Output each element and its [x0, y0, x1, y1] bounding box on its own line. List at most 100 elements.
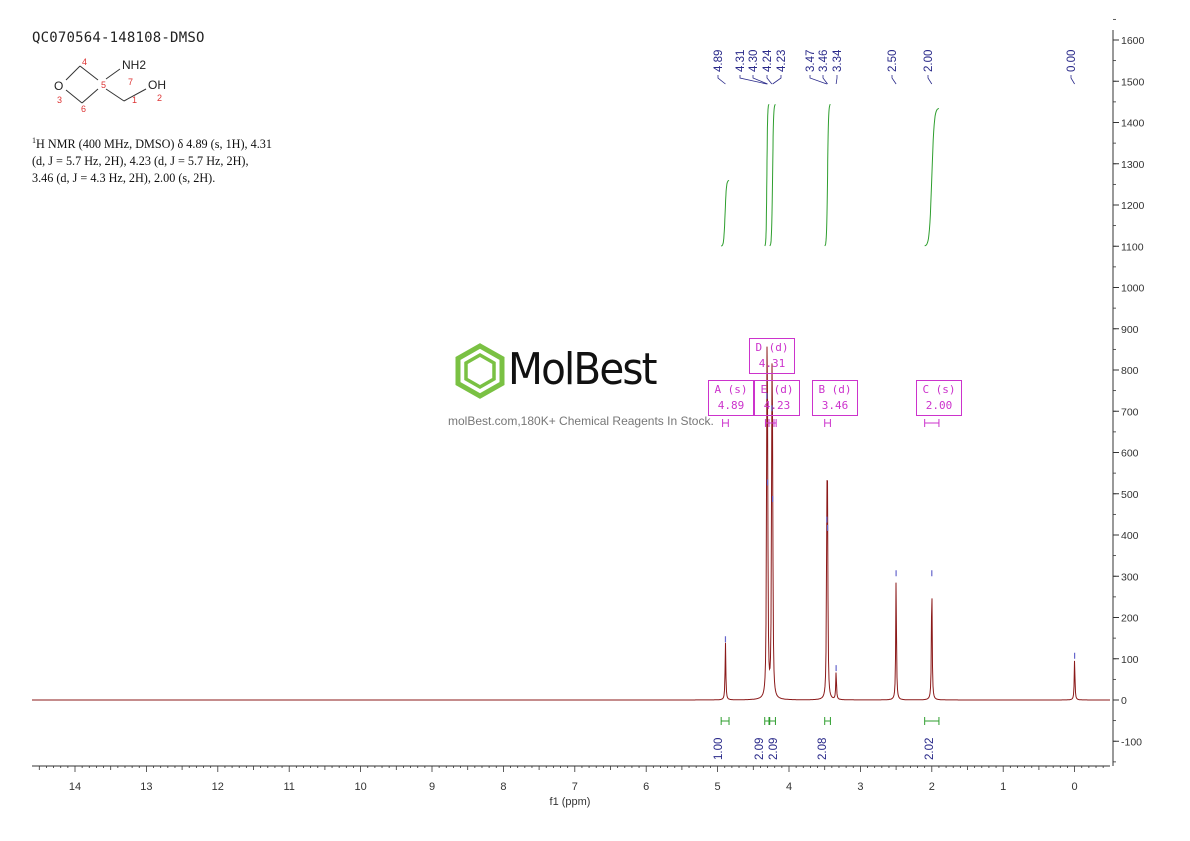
atom-hydroxyl: OH	[148, 78, 166, 92]
y-tick-label: 1000	[1121, 283, 1145, 295]
x-tick-label: 5	[715, 781, 721, 793]
multiplet-shift: 4.31	[758, 357, 786, 370]
peak-pick-leader	[927, 75, 933, 85]
multiplet-shift: 3.46	[821, 399, 849, 412]
watermark-tagline: molBest.com,180K+ Chemical Reagents In S…	[448, 414, 714, 428]
multiplet-box-d: D (d) 4.31	[749, 338, 795, 374]
nmr-description: 1H NMR (400 MHz, DMSO) δ 4.89 (s, 1H), 4…	[32, 132, 272, 187]
peak-pick-label: 3.46	[818, 50, 830, 72]
integral-value-label: 2.08	[817, 738, 829, 760]
multiplet-shift: 4.89	[717, 399, 745, 412]
atom-label-2: 2	[157, 93, 162, 103]
y-tick-label: 200	[1121, 613, 1139, 625]
atom-label-6: 6	[81, 104, 86, 114]
atom-amine: NH2	[122, 58, 146, 72]
x-axis-title: f1 (ppm)	[550, 796, 591, 808]
integral-curve	[720, 179, 730, 247]
nmr-description-body: H NMR (400 MHz, DMSO) δ 4.89 (s, 1H), 4.…	[32, 137, 272, 186]
x-tick-label: 13	[140, 781, 152, 793]
peak-pick-leader	[822, 75, 828, 85]
multiplet-letter: B (d)	[818, 383, 852, 396]
y-tick-label: 1600	[1121, 35, 1145, 47]
atom-label-5: 5	[101, 80, 106, 90]
integral-curve	[769, 103, 776, 247]
x-tick-label: 8	[500, 781, 506, 793]
atom-label-7: 7	[128, 77, 133, 87]
peak-pick-label: 4.23	[776, 50, 788, 72]
integral-curve	[824, 103, 831, 247]
y-tick-label: 600	[1121, 448, 1139, 460]
peak-pick-label: 4.30	[748, 50, 760, 72]
integral-curve	[924, 107, 940, 247]
atom-label-1: 1	[132, 95, 137, 105]
x-tick-label: 12	[212, 781, 224, 793]
peak-pick-label: 4.31	[735, 50, 747, 72]
peak-pick-leader	[717, 75, 726, 85]
isotope-superscript: 1	[32, 136, 36, 145]
atom-label-3: 3	[57, 95, 62, 105]
integral-value-label: 2.02	[924, 738, 936, 760]
molecule-structure: O NH2 OH 4 3 6 5 7 1 2	[54, 57, 166, 114]
peak-pick-label: 0.00	[1066, 50, 1078, 72]
multiplet-shift: 4.23	[763, 399, 791, 412]
y-tick-label: 900	[1121, 324, 1139, 336]
y-tick-label: 300	[1121, 571, 1139, 583]
multiplet-letter: A (s)	[714, 383, 748, 396]
x-tick-label: 1	[1000, 781, 1006, 793]
peak-pick-leader	[809, 75, 827, 85]
spectrum-trace	[32, 346, 1110, 701]
peak-pick-leader	[766, 75, 773, 85]
peak-pick-label: 4.89	[713, 50, 725, 72]
peak-pick-leader	[772, 75, 782, 85]
y-tick-label: 1500	[1121, 76, 1145, 88]
y-tick-label: -100	[1121, 736, 1142, 748]
peak-pick-label: 4.24	[762, 49, 774, 72]
y-tick-label: 100	[1121, 654, 1139, 666]
y-tick-label: 1200	[1121, 200, 1145, 212]
peak-pick-label: 3.47	[805, 50, 817, 72]
multiplet-letter: D (d)	[755, 341, 789, 354]
watermark-brand: MolBest	[508, 344, 658, 395]
y-tick-label: 1100	[1121, 241, 1144, 253]
molbest-hexagon-logo-icon	[455, 343, 505, 399]
integral-value-label: 2.09	[754, 738, 766, 760]
multiplet-box-a: A (s) 4.89	[708, 380, 754, 416]
peak-pick-leader	[752, 75, 768, 85]
peak-pick-leader	[835, 75, 838, 85]
x-tick-label: 9	[429, 781, 435, 793]
peak-pick-label: 2.00	[923, 50, 935, 72]
y-tick-label: 500	[1121, 489, 1139, 501]
x-tick-label: 10	[354, 781, 366, 793]
x-tick-label: 7	[572, 781, 578, 793]
integral-value-label: 2.09	[768, 738, 780, 760]
multiplet-letter: C (s)	[922, 383, 956, 396]
x-tick-label: 4	[786, 781, 792, 793]
multiplet-box-c: C (s) 2.00	[916, 380, 962, 416]
multiplet-shift: 2.00	[925, 399, 953, 412]
multiplet-letter: E (d)	[760, 383, 794, 396]
y-tick-label: 700	[1121, 406, 1139, 418]
x-tick-label: 3	[857, 781, 863, 793]
peak-pick-label: 2.50	[887, 50, 899, 72]
peak-pick-label: 3.34	[832, 49, 844, 72]
sample-id-title: QC070564-148108-DMSO	[32, 30, 205, 46]
multiplet-box-b: B (d) 3.46	[812, 380, 858, 416]
y-tick-label: 800	[1121, 365, 1139, 377]
y-tick-label: 400	[1121, 530, 1139, 542]
atom-label-4: 4	[82, 57, 87, 67]
x-tick-label: 6	[643, 781, 649, 793]
x-tick-label: 2	[929, 781, 935, 793]
y-tick-label: 1300	[1121, 159, 1145, 171]
x-tick-label: 14	[69, 781, 81, 793]
peak-pick-leader	[891, 75, 897, 85]
x-tick-label: 11	[283, 781, 294, 793]
multiplet-box-e: E (d) 4.23	[754, 380, 800, 416]
peak-pick-leader	[739, 75, 767, 85]
y-tick-label: 1400	[1121, 118, 1145, 130]
atom-ring-oxygen: O	[54, 79, 63, 93]
integral-curve	[764, 104, 770, 247]
y-tick-label: 0	[1121, 695, 1127, 707]
peak-pick-leader	[1070, 75, 1075, 85]
integral-value-label: 1.00	[713, 738, 725, 760]
